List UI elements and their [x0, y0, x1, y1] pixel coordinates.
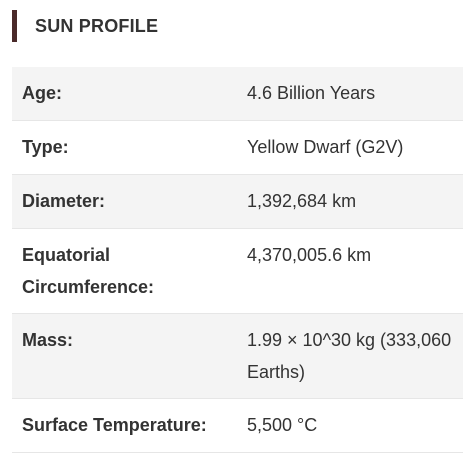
table-row: Surface Temperature: 5,500 °C [12, 398, 463, 453]
row-label: Type: [12, 120, 237, 175]
section-header: SUN PROFILE [12, 10, 158, 42]
row-label: Mass: [12, 313, 237, 399]
row-value: Yellow Dwarf (G2V) [237, 120, 463, 175]
row-value: 1,392,684 km [237, 174, 463, 229]
table-row: Mass: 1.99 × 10^30 kg (333,060 Earths) [12, 313, 463, 399]
sun-profile-table: Age: 4.6 Billion Years Type: Yellow Dwar… [12, 67, 463, 453]
section-title: SUN PROFILE [35, 15, 159, 36]
table-row: Diameter: 1,392,684 km [12, 174, 463, 229]
row-value: 5,500 °C [237, 398, 463, 453]
table-row: Equatorial Circumference: 4,370,005.6 km [12, 228, 463, 314]
row-label: Equatorial Circumference: [12, 228, 237, 314]
row-value: 4.6 Billion Years [237, 67, 463, 121]
row-label: Diameter: [12, 174, 237, 229]
row-label: Surface Temperature: [12, 398, 237, 453]
table-row: Type: Yellow Dwarf (G2V) [12, 120, 463, 175]
row-value: 4,370,005.6 km [237, 228, 463, 314]
header-accent-bar [12, 10, 17, 42]
row-label: Age: [12, 67, 237, 121]
table-row: Age: 4.6 Billion Years [12, 67, 463, 121]
row-value: 1.99 × 10^30 kg (333,060 Earths) [237, 313, 463, 399]
